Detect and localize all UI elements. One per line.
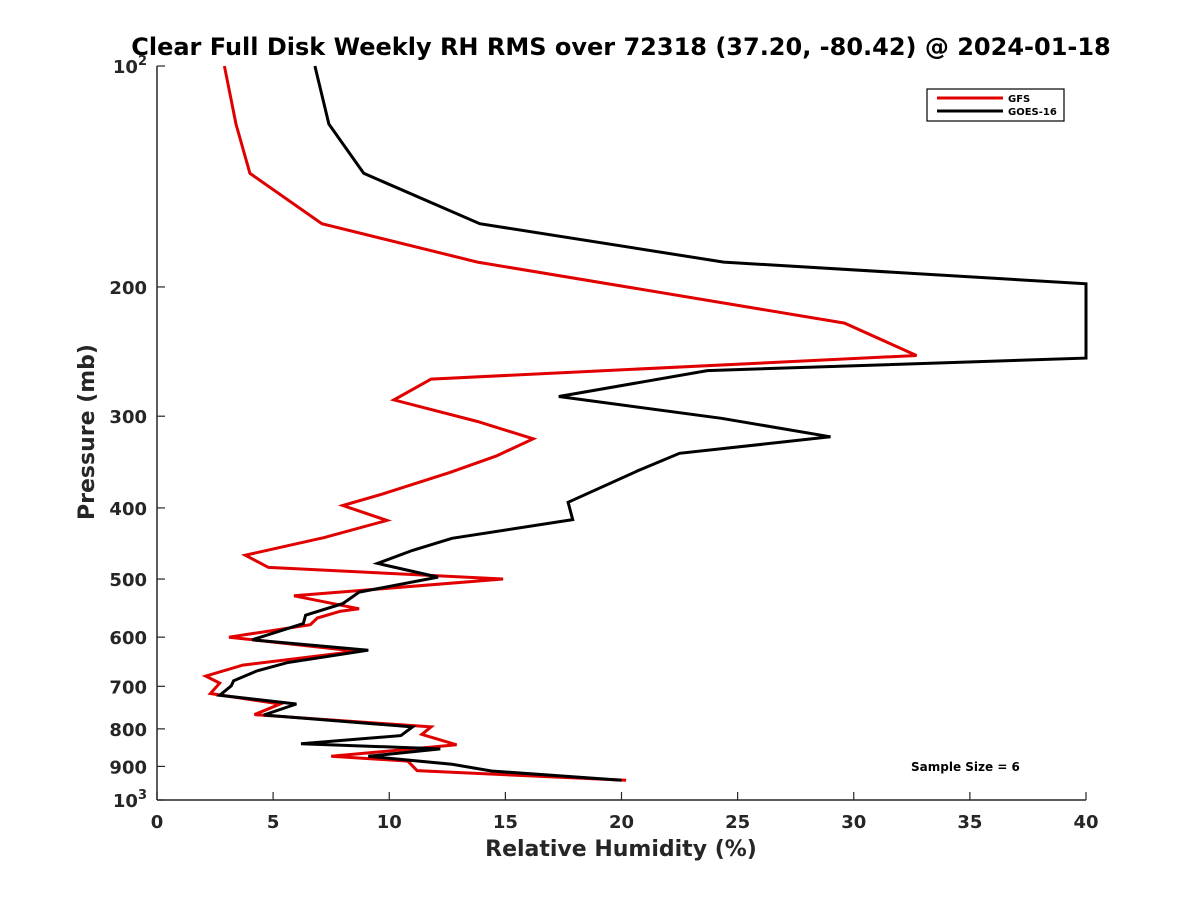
- y-tick-label: 103: [113, 788, 147, 812]
- legend-label-goes-16: GOES-16: [1008, 107, 1057, 118]
- series-line-goes-16: [216, 65, 1088, 782]
- legend-label-gfs: GFS: [1008, 94, 1030, 105]
- x-axis-ticks: 0 5 10 15 20 25 30 35 40: [151, 792, 1099, 833]
- x-tick-label: 15: [493, 812, 518, 833]
- x-tick-label: 10: [377, 812, 402, 833]
- x-tick-label: 5: [267, 812, 280, 833]
- x-tick-label: 25: [725, 812, 750, 833]
- y-tick-label: 400: [109, 499, 147, 520]
- y-tick-label: 102: [113, 54, 147, 78]
- y-axis-ticks: 102 200 300 400 500 600 700 800 900 103: [109, 54, 165, 812]
- y-tick-label: 200: [109, 278, 147, 299]
- x-tick-label: 20: [609, 812, 634, 833]
- y-tick-label: 900: [109, 757, 147, 778]
- sample-size-annotation: Sample Size = 6: [911, 760, 1020, 774]
- x-axis-label: Relative Humidity (%): [485, 837, 757, 862]
- plot-frame: [156, 66, 1086, 801]
- legend-box: [926, 88, 1065, 122]
- series-line-gfs: [201, 65, 918, 782]
- legend: GFS GOES-16: [926, 88, 1065, 122]
- y-axis-label: Pressure (mb): [75, 344, 100, 520]
- y-tick-label: 500: [109, 570, 147, 591]
- y-tick-label: 800: [109, 720, 147, 741]
- x-tick-label: 40: [1073, 812, 1098, 833]
- x-tick-label: 30: [841, 812, 866, 833]
- y-tick-label: 300: [109, 407, 147, 428]
- series-layer: [201, 65, 1088, 782]
- y-tick-label: 600: [109, 628, 147, 649]
- x-tick-label: 35: [957, 812, 982, 833]
- y-tick-label: 700: [109, 677, 147, 698]
- x-tick-label: 0: [151, 812, 164, 833]
- chart-title: Clear Full Disk Weekly RH RMS over 72318…: [131, 33, 1111, 61]
